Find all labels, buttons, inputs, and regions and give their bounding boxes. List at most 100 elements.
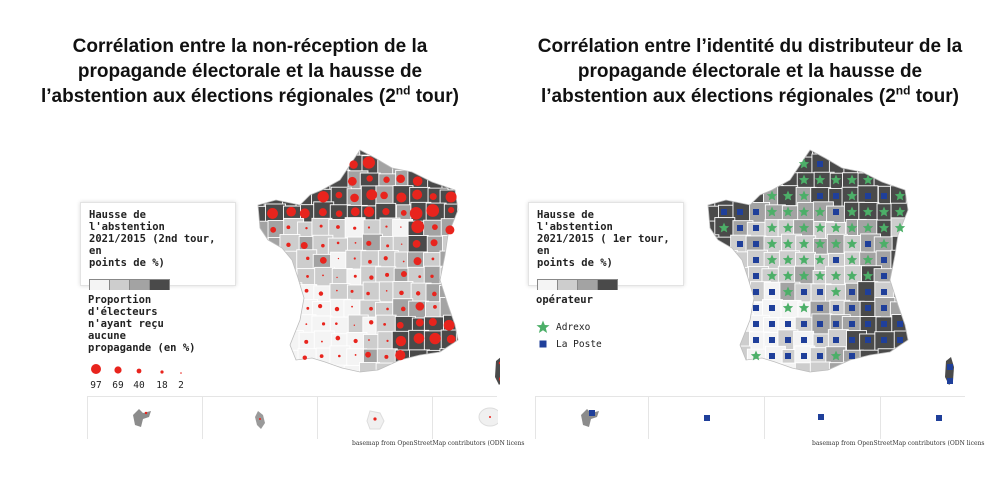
adrexo-marker	[814, 206, 826, 217]
proportion-circle	[302, 355, 307, 360]
departement-area	[459, 254, 479, 274]
proportion-circle	[433, 304, 437, 309]
proportion-circle	[366, 291, 370, 296]
proportion-circle	[286, 206, 296, 217]
adrexo-marker	[782, 238, 794, 249]
departement-area	[267, 361, 289, 372]
proportion-circle	[349, 160, 358, 169]
proportion-circle	[399, 290, 404, 296]
proportion-circle	[396, 321, 404, 329]
laposte-marker	[753, 289, 759, 295]
proportion-circle	[335, 191, 343, 199]
circle-symbol	[136, 368, 142, 374]
laposte-marker	[865, 337, 871, 343]
legend-item-adrexo: Adrexo	[536, 320, 630, 334]
adrexo-marker	[830, 350, 842, 361]
departement-area	[455, 362, 458, 372]
proportion-circle	[400, 271, 407, 278]
proportion-circle	[319, 354, 324, 359]
departement-area	[829, 150, 851, 163]
circle-legend-symbols	[91, 364, 182, 374]
departement-area	[708, 301, 721, 322]
departement-area	[905, 349, 908, 371]
laposte-marker	[817, 193, 823, 199]
proportion-circle	[395, 335, 407, 347]
adrexo-marker	[782, 222, 794, 233]
panel-distributeur: Corrélation entre l’identité du distribu…	[500, 0, 1000, 478]
departement-area	[765, 156, 787, 178]
proportion-circle	[365, 351, 371, 358]
proportion-circle	[305, 323, 308, 326]
departement-area	[713, 150, 735, 160]
proportion-circle	[446, 334, 456, 344]
proportion-circle	[351, 305, 353, 308]
departement-area	[258, 237, 273, 259]
departement-area	[266, 170, 288, 192]
departement-area	[715, 285, 737, 306]
proportion-circle	[430, 274, 434, 279]
adrexo-marker	[846, 174, 858, 185]
proportion-circle	[383, 176, 390, 183]
circle-symbol	[180, 372, 182, 374]
proportion-circle	[321, 322, 326, 326]
departement-area	[910, 317, 930, 337]
laposte-marker	[737, 209, 743, 215]
adrexo-marker	[798, 174, 810, 185]
proportion-circle	[306, 256, 310, 261]
departement-area	[713, 154, 735, 175]
departement-area	[359, 362, 380, 372]
proportion-circle	[321, 340, 323, 343]
laposte-marker	[817, 321, 823, 327]
laposte-marker	[769, 321, 775, 327]
proportion-circle	[306, 306, 310, 310]
proportion-circle	[336, 289, 338, 292]
proportion-circle	[306, 275, 309, 278]
departement-area	[910, 362, 930, 382]
departement-area	[456, 201, 458, 223]
departement-area	[283, 361, 304, 372]
square-icon	[539, 340, 547, 348]
adrexo-marker	[766, 190, 778, 201]
departement-area	[457, 218, 458, 240]
departement-area	[455, 154, 458, 176]
departement-area	[410, 150, 432, 160]
departement-area	[258, 265, 269, 286]
proportion-circle	[317, 191, 329, 203]
proportion-circle	[429, 193, 437, 201]
departement-area	[264, 150, 286, 161]
departement-area	[715, 332, 737, 354]
laposte-marker	[881, 321, 887, 327]
proportion-circle	[415, 318, 424, 327]
departement-area	[907, 202, 908, 224]
operator-legend: opérateur Adrexo La Poste	[528, 290, 638, 352]
departement-area	[745, 172, 767, 194]
laposte-marker	[753, 241, 759, 247]
departement-area	[267, 155, 289, 177]
proportion-circle	[432, 291, 437, 297]
proportion-circle	[366, 240, 372, 246]
adrexo-marker	[782, 254, 794, 265]
proportion-circle	[426, 204, 440, 217]
laposte-marker	[897, 337, 903, 343]
laposte-marker	[769, 289, 775, 295]
laposte-marker	[849, 289, 855, 295]
laposte-marker	[753, 337, 759, 343]
laposte-marker	[753, 273, 759, 279]
proportion-circle	[415, 302, 425, 311]
proportion-circle	[368, 339, 370, 341]
proportion-circle	[395, 349, 406, 361]
proportion-circle	[445, 225, 455, 235]
proportion-circle	[415, 291, 421, 296]
map-attribution: basemap from OpenStreetMap contributors …	[812, 440, 985, 447]
inset-reunion	[432, 397, 502, 439]
departement-area	[713, 315, 735, 337]
adrexo-marker	[814, 254, 826, 265]
laposte-marker	[817, 353, 823, 359]
departement-area	[890, 155, 908, 177]
departement-area	[905, 150, 908, 159]
departement-area	[715, 299, 737, 321]
adrexo-marker	[862, 222, 874, 233]
proportion-circle	[400, 306, 406, 312]
adrexo-marker	[798, 222, 810, 233]
departement-area	[708, 348, 721, 369]
